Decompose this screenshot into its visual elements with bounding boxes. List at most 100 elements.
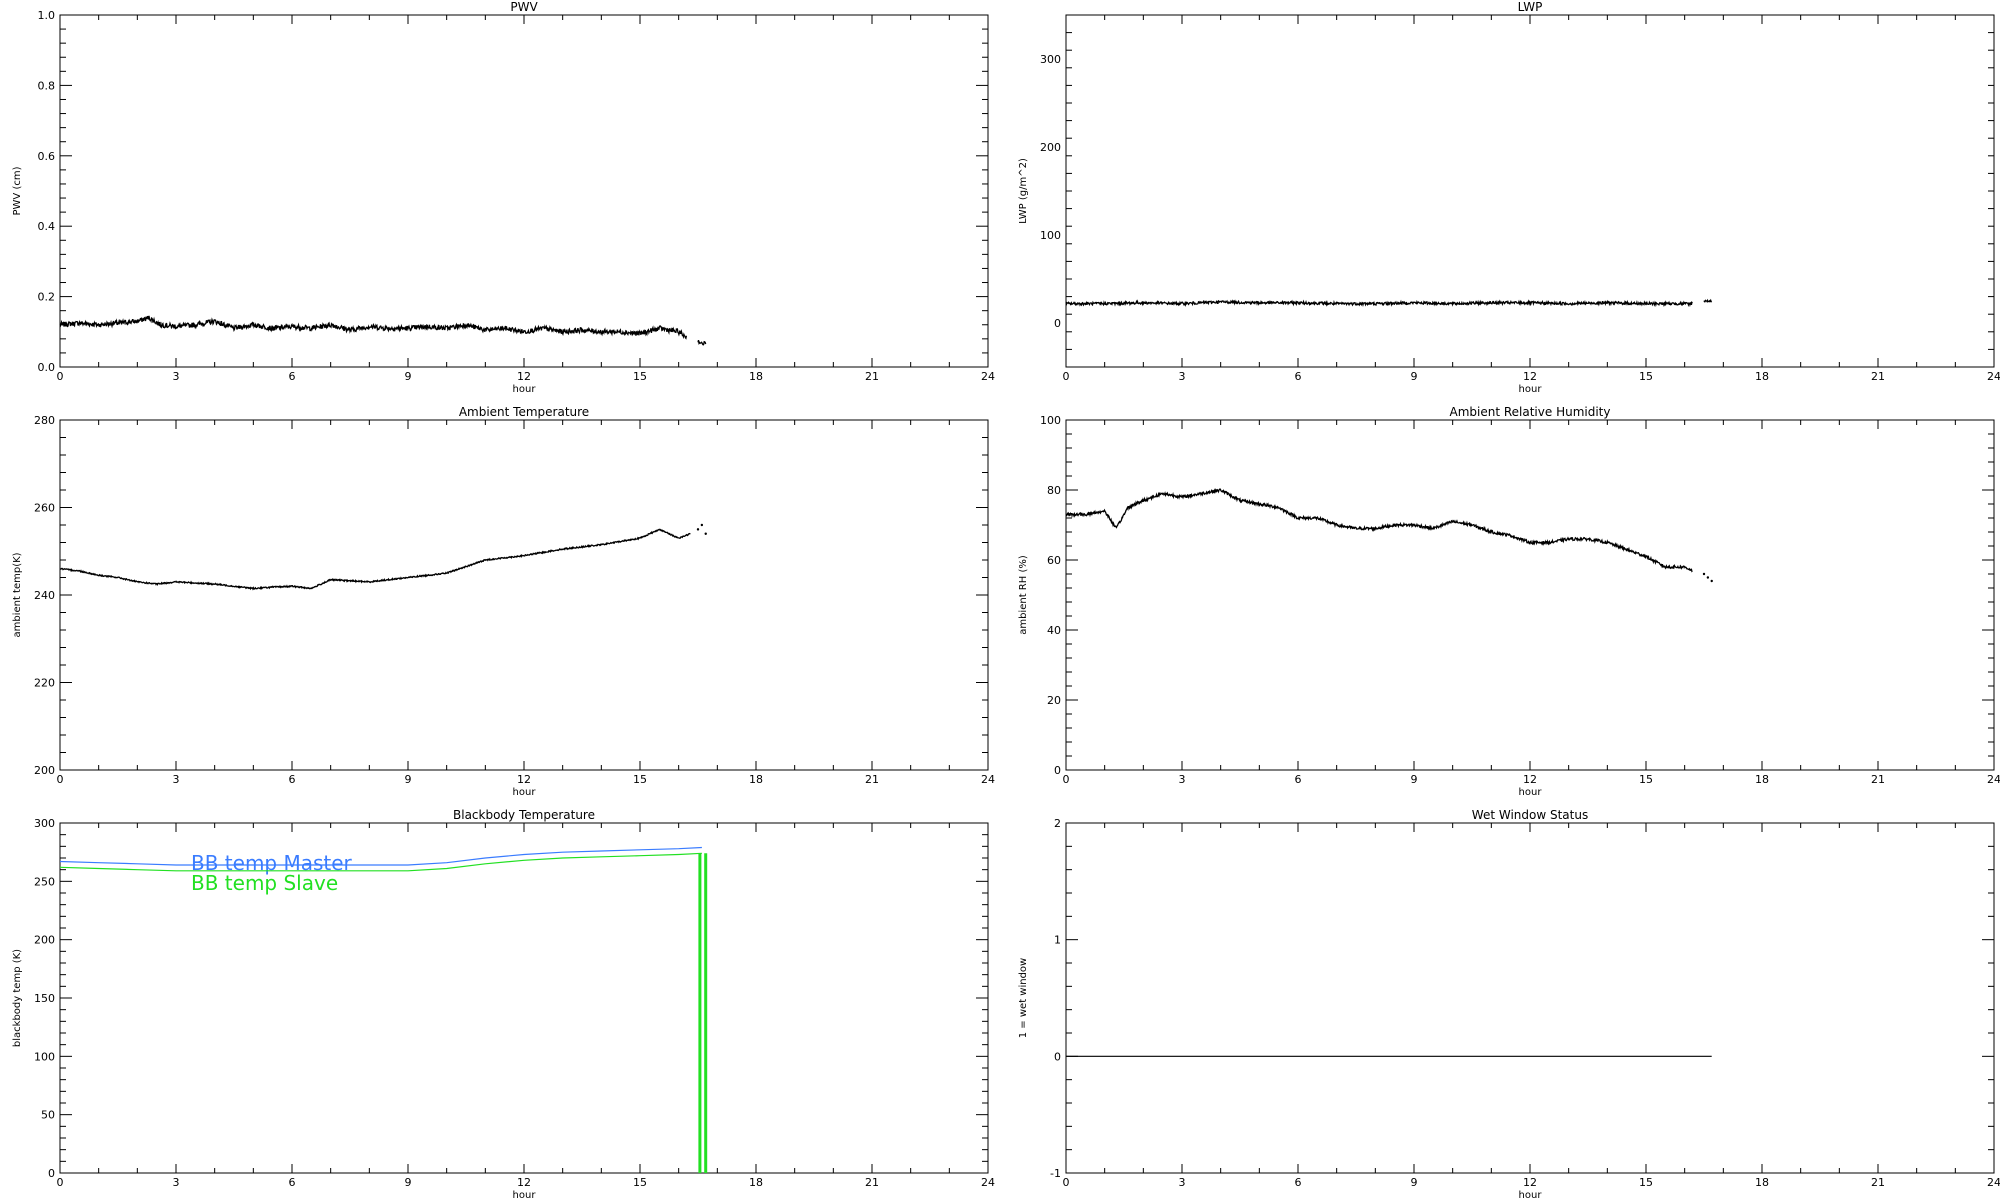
bb-x-tick-label: 0 <box>57 1176 64 1189</box>
bb-x-tick-label: 18 <box>749 1176 763 1189</box>
wet-y-tick-label: -1 <box>1050 1167 1061 1180</box>
bb-x-tick-label: 21 <box>865 1176 879 1189</box>
lwp-y-axis-label: LWP (g/m^2) <box>1018 158 1029 224</box>
lwp-title: LWP <box>1518 0 1543 14</box>
pwv-y-axis-label: PWV (cm) <box>12 166 23 215</box>
bb-x-tick-label: 3 <box>173 1176 180 1189</box>
ambient-temperature-x-axis-label: hour <box>513 787 537 798</box>
temp-series-1-point <box>696 528 700 531</box>
rh-x-tick-label: 3 <box>1179 773 1186 786</box>
lwp-x-tick-label: 24 <box>1987 370 2000 383</box>
rh-y-tick-label: 20 <box>1047 694 1061 707</box>
bb-x-tick-label: 24 <box>981 1176 995 1189</box>
lwp-x-tick-label: 6 <box>1295 370 1302 383</box>
rh-plot-frame <box>1065 419 1995 771</box>
rh-y-tick-label: 80 <box>1047 484 1061 497</box>
pwv-x-tick-label: 18 <box>749 370 763 383</box>
ambient-temperature-title: Ambient Temperature <box>459 405 589 419</box>
temp-x-tick-label: 6 <box>289 773 296 786</box>
wet-y-tick-label: 1 <box>1054 934 1061 947</box>
bb-y-tick-label: 150 <box>34 992 55 1005</box>
pwv-y-tick-label: 0.6 <box>38 150 56 163</box>
legend-label-bb-slave: BB temp Slave <box>191 871 338 895</box>
lwp-x-tick-label: 15 <box>1639 370 1653 383</box>
wet-window-status-x-axis-label: hour <box>1519 1190 1543 1200</box>
bb-y-tick-label: 300 <box>34 817 55 830</box>
bb-x-tick-label: 15 <box>633 1176 647 1189</box>
blackbody-temperature-x-axis-label: hour <box>513 1190 537 1200</box>
lwp-y-tick-label: 100 <box>1040 229 1061 242</box>
pwv-series-0 <box>59 315 688 340</box>
temp-x-tick-label: 18 <box>749 773 763 786</box>
bb-y-tick-label: 0 <box>48 1167 55 1180</box>
bb-x-tick-label: 12 <box>517 1176 531 1189</box>
pwv-x-tick-label: 9 <box>405 370 412 383</box>
lwp-x-tick-label: 3 <box>1179 370 1186 383</box>
pwv-plot-frame <box>59 14 989 368</box>
lwp-panel: LWP hour LWP (g/m^2) 0 3 6 9 12 15 18 21 24 0 100 2… <box>1018 0 2000 395</box>
temp-y-tick-label: 280 <box>34 414 55 427</box>
pwv-x-axis-label: hour <box>513 384 537 395</box>
lwp-y-tick-label: 200 <box>1040 141 1061 154</box>
rh-x-tick-label: 6 <box>1295 773 1302 786</box>
rh-x-tick-label: 18 <box>1755 773 1769 786</box>
wet-window-status-y-axis-label: 1 = wet window <box>1018 958 1029 1038</box>
pwv-x-tick-label: 0 <box>57 370 64 383</box>
temp-x-tick-label: 3 <box>173 773 180 786</box>
wet-y-tick-label: 0 <box>1054 1050 1061 1063</box>
lwp-x-tick-label: 12 <box>1523 370 1537 383</box>
rh-y-tick-label: 60 <box>1047 554 1061 567</box>
lwp-series-1 <box>1703 298 1713 304</box>
temp-y-tick-label: 200 <box>34 764 55 777</box>
ambient-rh-panel: Ambient Relative Humidity hour ambient R… <box>1018 405 2000 798</box>
blackbody-temperature-title: Blackbody Temperature <box>453 808 595 822</box>
rh-x-tick-label: 24 <box>1987 773 2000 786</box>
pwv-x-tick-label: 15 <box>633 370 647 383</box>
wet-x-tick-label: 3 <box>1179 1176 1186 1189</box>
rh-x-tick-label: 12 <box>1523 773 1537 786</box>
lwp-y-tick-label: 300 <box>1040 53 1061 66</box>
temp-x-tick-label: 12 <box>517 773 531 786</box>
rh-x-tick-label: 15 <box>1639 773 1653 786</box>
ambient-rh-title: Ambient Relative Humidity <box>1450 405 1611 419</box>
pwv-x-tick-label: 24 <box>981 370 995 383</box>
wet-plot-frame <box>1065 822 1995 1174</box>
ambient-rh-y-axis-label: ambient RH (%) <box>1018 555 1029 635</box>
rh-series-0 <box>1065 488 1693 573</box>
bb-y-tick-label: 250 <box>34 875 55 888</box>
temp-x-tick-label: 21 <box>865 773 879 786</box>
pwv-y-tick-label: 0.4 <box>38 220 56 233</box>
pwv-title: PWV <box>510 0 538 14</box>
bb-series-bb-temp-slave <box>59 852 702 872</box>
ambient-temperature-panel: Ambient Temperature hour ambient temp(K)… <box>12 405 995 798</box>
wet-x-tick-label: 0 <box>1063 1176 1070 1189</box>
lwp-y-tick-label: 0 <box>1054 317 1061 330</box>
bb-x-tick-label: 6 <box>289 1176 296 1189</box>
bb-x-tick-label: 9 <box>405 1176 412 1189</box>
wet-x-tick-label: 6 <box>1295 1176 1302 1189</box>
pwv-y-tick-label: 1.0 <box>38 9 56 22</box>
rh-series-1-point <box>1710 579 1713 583</box>
rh-y-tick-label: 0 <box>1054 764 1061 777</box>
blackbody-temperature-y-axis-label: blackbody temp (K) <box>12 949 23 1047</box>
wet-x-tick-label: 15 <box>1639 1176 1653 1189</box>
rh-y-tick-label: 100 <box>1040 414 1061 427</box>
wet-window-status-panel: Wet Window Status hour 1 = wet window 0 3… <box>1018 808 2000 1200</box>
rh-x-tick-label: 21 <box>1871 773 1885 786</box>
temp-x-tick-label: 0 <box>57 773 64 786</box>
pwv-y-tick-label: 0.2 <box>38 291 56 304</box>
pwv-series-1 <box>697 339 707 346</box>
temp-series-1-point <box>700 523 704 527</box>
temp-x-tick-label: 24 <box>981 773 995 786</box>
wet-x-tick-label: 24 <box>1987 1176 2000 1189</box>
ambient-temperature-y-axis-label: ambient temp(K) <box>12 552 23 637</box>
lwp-x-tick-label: 9 <box>1411 370 1418 383</box>
ambient-rh-x-axis-label: hour <box>1519 787 1543 798</box>
bb-series-bb-temp-master <box>59 846 702 866</box>
temp-y-tick-label: 260 <box>34 502 55 515</box>
wet-x-tick-label: 21 <box>1871 1176 1885 1189</box>
rh-x-tick-label: 9 <box>1411 773 1418 786</box>
pwv-panel: PWV hour PWV (cm) 0 3 6 9 12 15 18 21 24 0.0 0.2 0.… <box>12 0 995 395</box>
rh-y-tick-label: 40 <box>1047 624 1061 637</box>
